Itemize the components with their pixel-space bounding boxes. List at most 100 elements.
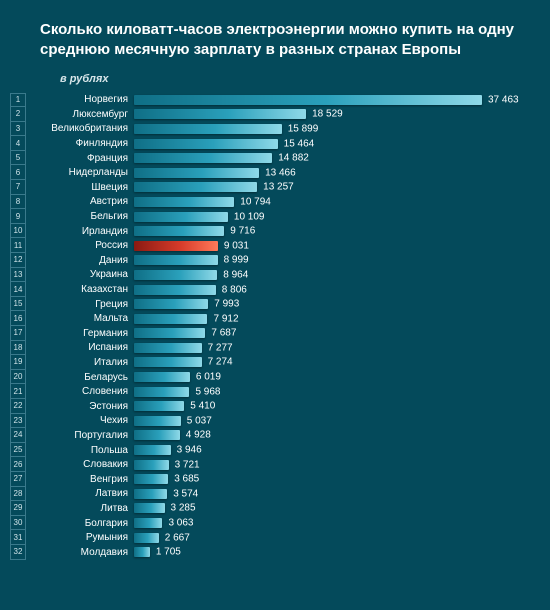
chart-row: 11Россия9 031 — [10, 238, 532, 253]
bar-value: 5 037 — [187, 415, 212, 426]
country-label: Венгрия — [26, 474, 134, 485]
bar-value: 13 257 — [263, 182, 294, 193]
rank-cell: 2 — [10, 107, 26, 122]
bar-value: 18 529 — [312, 109, 343, 120]
bar-value: 9 716 — [230, 226, 255, 237]
country-label: Словения — [26, 386, 134, 397]
bar-area: 3 721 — [134, 457, 532, 472]
bar: 15 899 — [134, 124, 282, 134]
bar: 13 466 — [134, 168, 259, 178]
bar: 37 463 — [134, 95, 482, 105]
bar: 3 721 — [134, 460, 169, 470]
chart-row: 5Франция14 882 — [10, 151, 532, 166]
rank-cell: 10 — [10, 224, 26, 239]
bar-area: 4 928 — [134, 428, 532, 443]
bar-value: 15 899 — [288, 123, 319, 134]
rank-cell: 16 — [10, 311, 26, 326]
country-label: Словакия — [26, 459, 134, 470]
bar-value: 3 685 — [174, 474, 199, 485]
bar: 8 806 — [134, 285, 216, 295]
bar-area: 18 529 — [134, 107, 532, 122]
chart-row: 20Беларусь6 019 — [10, 370, 532, 385]
bar-area: 8 806 — [134, 282, 532, 297]
bar-value: 13 466 — [265, 167, 296, 178]
chart-row: 9Бельгия10 109 — [10, 209, 532, 224]
country-label: Казахстан — [26, 284, 134, 295]
bar-area: 15 899 — [134, 122, 532, 137]
bar-value: 8 999 — [224, 255, 249, 266]
rank-cell: 3 — [10, 122, 26, 137]
country-label: Молдавия — [26, 547, 134, 558]
country-label: Швеция — [26, 182, 134, 193]
bar-area: 5 968 — [134, 384, 532, 399]
bar: 13 257 — [134, 182, 257, 192]
country-label: Франция — [26, 153, 134, 164]
bar-area: 8 964 — [134, 268, 532, 283]
bar: 3 285 — [134, 503, 165, 513]
bar: 6 019 — [134, 372, 190, 382]
bar: 5 410 — [134, 401, 184, 411]
rank-cell: 28 — [10, 487, 26, 502]
bar: 3 946 — [134, 445, 171, 455]
bar: 3 685 — [134, 474, 168, 484]
bar: 5 968 — [134, 387, 189, 397]
rank-cell: 29 — [10, 501, 26, 516]
chart-row: 12Дания8 999 — [10, 253, 532, 268]
bar-value: 1 705 — [156, 547, 181, 558]
rank-cell: 23 — [10, 414, 26, 429]
bar: 9 716 — [134, 226, 224, 236]
rank-cell: 17 — [10, 326, 26, 341]
country-label: Нидерланды — [26, 167, 134, 178]
bar: 7 274 — [134, 357, 202, 367]
rank-cell: 12 — [10, 253, 26, 268]
country-label: Литва — [26, 503, 134, 514]
chart-row: 1Норвегия37 463 — [10, 93, 532, 108]
bar-value: 8 964 — [223, 269, 248, 280]
rank-cell: 30 — [10, 516, 26, 531]
bar-area: 7 687 — [134, 326, 532, 341]
chart-row: 22Эстония5 410 — [10, 399, 532, 414]
bar: 8 964 — [134, 270, 217, 280]
chart-row: 3Великобритания15 899 — [10, 122, 532, 137]
rank-cell: 26 — [10, 457, 26, 472]
bar-area: 10 109 — [134, 209, 532, 224]
country-label: Австрия — [26, 196, 134, 207]
country-label: Чехия — [26, 415, 134, 426]
bar-value: 5 968 — [195, 386, 220, 397]
country-label: Испания — [26, 342, 134, 353]
country-label: Люксембург — [26, 109, 134, 120]
bar-chart: 1Норвегия37 4632Люксембург 18 529 3Великоб… — [10, 93, 532, 560]
chart-row: 7Швеция13 257 — [10, 180, 532, 195]
bar-area: 14 882 — [134, 151, 532, 166]
bar-value: 10 109 — [234, 211, 265, 222]
chart-row: 31Румыния2 667 — [10, 530, 532, 545]
bar-value: 7 277 — [208, 342, 233, 353]
bar-area: 3 946 — [134, 443, 532, 458]
bar: 3 574 — [134, 489, 167, 499]
chart-row: 8Австрия10 794 — [10, 195, 532, 210]
rank-cell: 13 — [10, 268, 26, 283]
rank-cell: 21 — [10, 384, 26, 399]
bar: 8 999 — [134, 255, 218, 265]
chart-row: 25Польша3 946 — [10, 443, 532, 458]
bar-value: 37 463 — [488, 94, 519, 105]
bar: 7 993 — [134, 299, 208, 309]
rank-cell: 7 — [10, 180, 26, 195]
rank-cell: 27 — [10, 472, 26, 487]
infographic-page: Сколько киловатт-часов электроэнергии мо… — [0, 0, 550, 610]
rank-cell: 9 — [10, 209, 26, 224]
bar-area: 37 463 — [134, 93, 532, 108]
chart-row: 32Молдавия1 705 — [10, 545, 532, 560]
bar: 10 109 — [134, 212, 228, 222]
rank-cell: 22 — [10, 399, 26, 414]
bar-area: 2 667 — [134, 530, 532, 545]
bar-value: 4 928 — [186, 430, 211, 441]
chart-row: 21Словения5 968 — [10, 384, 532, 399]
bar-value: 15 464 — [284, 138, 315, 149]
bar-area: 1 705 — [134, 545, 532, 560]
chart-row: 13Украина8 964 — [10, 268, 532, 283]
country-label: Беларусь — [26, 372, 134, 383]
country-label: Эстония — [26, 401, 134, 412]
rank-cell: 5 — [10, 151, 26, 166]
chart-row: 10Ирландия9 716 — [10, 224, 532, 239]
